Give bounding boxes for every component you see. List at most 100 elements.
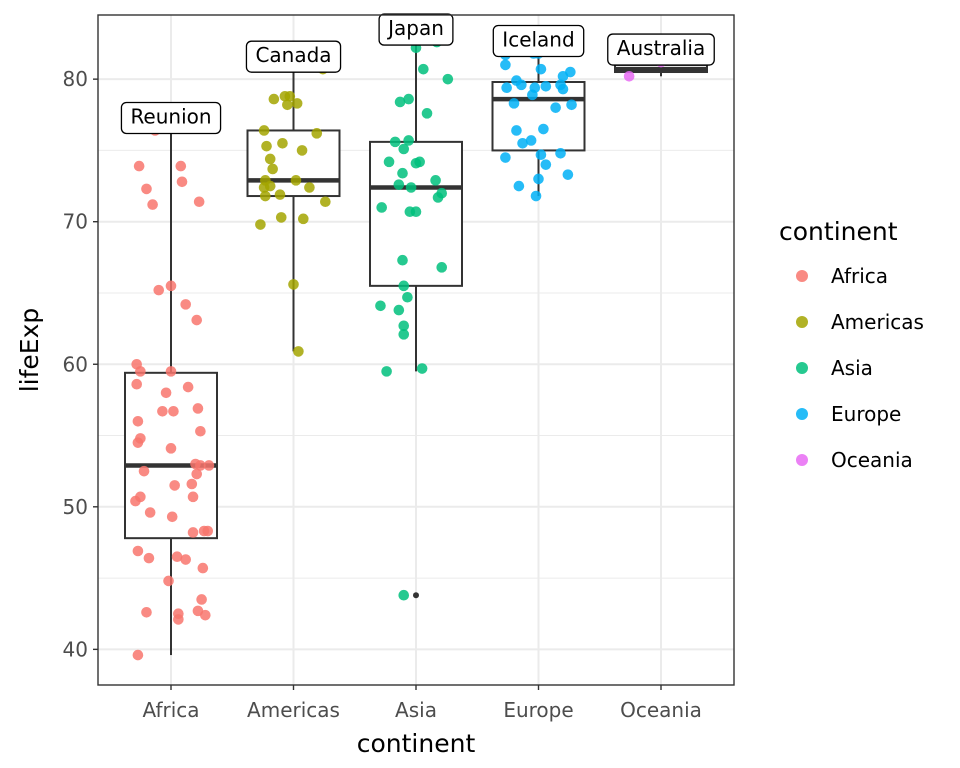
data-point: [187, 527, 199, 538]
annotation-box: [245, 40, 342, 73]
data-point: [193, 196, 205, 208]
annotation-box: [378, 13, 454, 46]
data-point: [169, 480, 180, 491]
data-point: [190, 458, 201, 470]
data-point: [255, 219, 266, 230]
x-tick-label: Europe: [503, 698, 573, 722]
data-point: [623, 70, 635, 82]
data-point: [501, 82, 512, 94]
y-tick-label: 50: [63, 495, 88, 519]
data-point: [173, 608, 184, 620]
data-point: [260, 175, 271, 186]
data-point: [538, 123, 549, 135]
y-tick-label: 40: [63, 637, 88, 661]
legend-label: Africa: [831, 264, 888, 288]
data-point: [195, 425, 206, 437]
legend: continent Africa Americas Asia Europe Oceani…: [779, 217, 924, 472]
data-point: [500, 152, 511, 163]
legend-key: [796, 316, 808, 328]
data-point: [175, 160, 187, 172]
x-tick-label: Asia: [395, 698, 437, 722]
legend-key: [796, 270, 808, 282]
x-axis: Africa Americas Asia Europe Oceania: [142, 685, 702, 722]
data-point: [430, 175, 441, 186]
data-point: [143, 552, 155, 564]
data-point: [141, 606, 152, 618]
y-tick-label: 70: [63, 210, 88, 234]
legend-label: Asia: [831, 356, 873, 380]
data-point: [268, 93, 280, 105]
data-point: [376, 202, 388, 213]
data-point: [182, 381, 194, 393]
annotation-box: [492, 24, 585, 58]
legend-item: Americas: [796, 310, 924, 334]
data-point: [529, 82, 541, 94]
data-point: [187, 491, 199, 503]
data-point: [288, 279, 299, 290]
data-point: [258, 125, 270, 136]
data-point: [511, 125, 522, 136]
data-point: [168, 405, 179, 417]
data-point: [165, 443, 177, 454]
legend-label: Europe: [831, 402, 901, 426]
outlier-point: [413, 592, 419, 599]
data-point: [535, 149, 547, 161]
x-tick-label: Africa: [142, 698, 199, 722]
annotation-label: Australia: [617, 36, 705, 60]
boxplot: [124, 130, 218, 656]
data-point: [565, 66, 576, 78]
box: [124, 371, 218, 540]
data-point: [397, 254, 408, 266]
annotation: Iceland: [492, 24, 585, 58]
boxplots: [124, 42, 708, 656]
data-point: [383, 156, 395, 168]
data-point: [133, 160, 145, 172]
data-point: [320, 196, 331, 208]
data-point: [135, 433, 146, 444]
annotation-label: Canada: [255, 43, 331, 67]
data-point: [517, 137, 528, 149]
data-point: [500, 59, 511, 71]
data-point: [267, 163, 278, 175]
data-point: [418, 63, 429, 75]
data-point: [389, 136, 401, 148]
data-point: [192, 605, 204, 617]
data-point: [555, 147, 566, 159]
data-point: [394, 96, 406, 108]
legend-item: Africa: [796, 264, 888, 288]
x-axis-title: continent: [357, 729, 476, 758]
data-point: [398, 280, 410, 292]
data-point: [393, 304, 405, 316]
data-point: [508, 98, 520, 109]
data-point: [282, 99, 293, 111]
data-point: [157, 405, 168, 417]
data-point: [540, 159, 552, 170]
data-point: [135, 491, 146, 503]
data-point: [405, 182, 417, 193]
data-point: [293, 346, 304, 357]
data-point: [533, 173, 544, 185]
boxplot: [491, 53, 586, 197]
legend-label: Americas: [831, 310, 924, 334]
data-point: [442, 73, 454, 85]
data-point: [436, 262, 448, 273]
x-tick-label: Oceania: [620, 698, 702, 722]
data-point: [274, 189, 286, 200]
data-point: [147, 199, 158, 210]
data-point: [191, 468, 203, 480]
data-point: [525, 135, 537, 146]
annotation: Australia: [607, 33, 715, 66]
data-point: [397, 167, 408, 179]
data-point: [535, 63, 547, 75]
data-point: [171, 551, 183, 563]
annotation-box: [120, 101, 222, 135]
data-point: [311, 128, 323, 139]
data-point: [132, 545, 144, 557]
data-point: [291, 98, 303, 109]
legend-title: continent: [779, 217, 898, 246]
legend-key: [796, 362, 808, 374]
data-point: [403, 93, 414, 105]
data-point: [153, 284, 165, 296]
data-point: [131, 378, 142, 390]
data-point: [398, 320, 410, 332]
